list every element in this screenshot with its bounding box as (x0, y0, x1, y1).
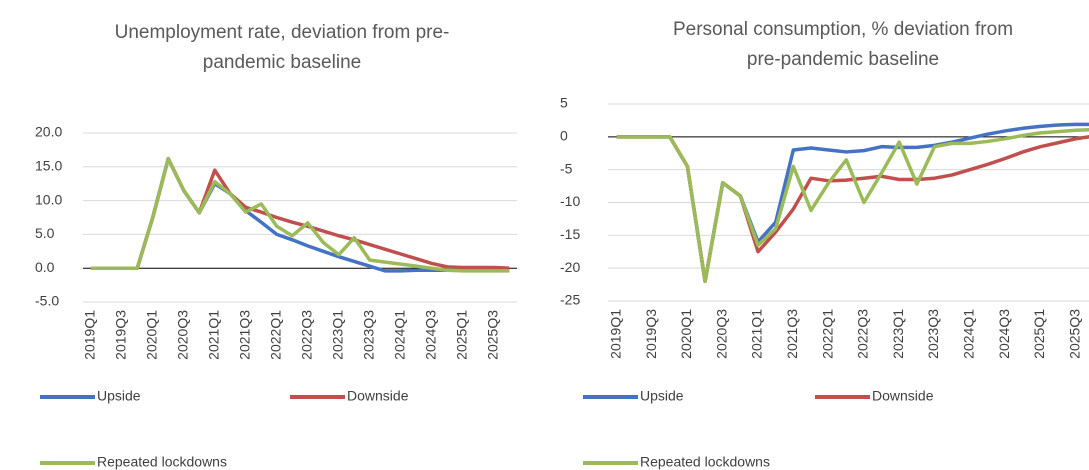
x-tick-label: 2020Q3 (713, 309, 729, 359)
x-tick-label: 2019Q1 (608, 309, 624, 359)
x-tick-label: 2020Q3 (174, 310, 190, 360)
x-tick-label: 2025Q3 (1066, 309, 1082, 359)
x-tick-label: 2025Q1 (453, 310, 469, 360)
y-tick-label: 20.0 (35, 124, 62, 140)
x-tick-label: 2023Q1 (890, 309, 906, 359)
chart-title: pre-pandemic baseline (747, 49, 939, 70)
y-tick-label: 5 (560, 95, 568, 111)
x-tick-label: 2019Q3 (112, 310, 128, 360)
chart-title: Personal consumption, % deviation from (673, 19, 1013, 40)
x-tick-label: 2021Q1 (205, 310, 221, 360)
x-tick-label: 2021Q3 (784, 309, 800, 359)
y-tick-label: -5 (560, 160, 573, 176)
x-tick-label: 2022Q1 (267, 310, 283, 360)
x-tick-label: 2024Q3 (996, 309, 1012, 359)
legend-label: Upside (640, 388, 684, 404)
x-tick-label: 2022Q3 (298, 310, 314, 360)
chart-title: Unemployment rate, deviation from pre- (115, 22, 450, 43)
x-tick-label: 2023Q3 (925, 309, 941, 359)
legend-label: Downside (872, 388, 934, 404)
chart: Personal consumption, % deviation from pr… (560, 19, 1089, 470)
x-tick-label: 2024Q1 (961, 309, 977, 359)
series-line (616, 135, 1089, 284)
y-tick-label: -25 (560, 292, 580, 308)
series-line (90, 156, 510, 273)
x-tick-label: 2019Q3 (643, 309, 659, 359)
x-tick-label: 2020Q1 (678, 309, 694, 359)
legend-label: Upside (97, 388, 141, 404)
x-tick-label: 2023Q1 (329, 310, 345, 360)
x-tick-label: 2024Q1 (391, 310, 407, 360)
x-tick-label: 2022Q3 (855, 309, 871, 359)
chart-title: pandemic baseline (203, 52, 361, 73)
legend-label: Repeated lockdowns (97, 454, 227, 470)
x-tick-label: 2021Q3 (236, 310, 252, 360)
y-tick-label: -15 (560, 226, 580, 242)
legend-label: Downside (347, 388, 409, 404)
chart: Unemployment rate, deviation from pre-pa… (35, 22, 517, 470)
x-tick-label: 2025Q1 (1031, 309, 1047, 359)
x-tick-label: 2025Q3 (484, 310, 500, 360)
y-tick-label: -10 (560, 193, 580, 209)
y-tick-label: 10.0 (35, 191, 62, 207)
series-line (616, 128, 1089, 284)
x-tick-label: 2023Q3 (360, 310, 376, 360)
x-tick-label: 2022Q1 (819, 309, 835, 359)
y-tick-label: 5.0 (35, 225, 55, 241)
x-tick-label: 2019Q1 (81, 310, 97, 360)
x-tick-label: 2021Q1 (749, 309, 765, 359)
x-tick-label: 2020Q1 (143, 310, 159, 360)
legend-label: Repeated lockdowns (640, 454, 770, 470)
y-tick-label: -20 (560, 259, 580, 275)
y-tick-label: 0.0 (35, 259, 55, 275)
y-tick-label: -5.0 (35, 293, 59, 309)
x-tick-label: 2024Q3 (422, 310, 438, 360)
y-tick-label: 15.0 (35, 158, 62, 174)
y-tick-label: 0 (560, 128, 568, 144)
